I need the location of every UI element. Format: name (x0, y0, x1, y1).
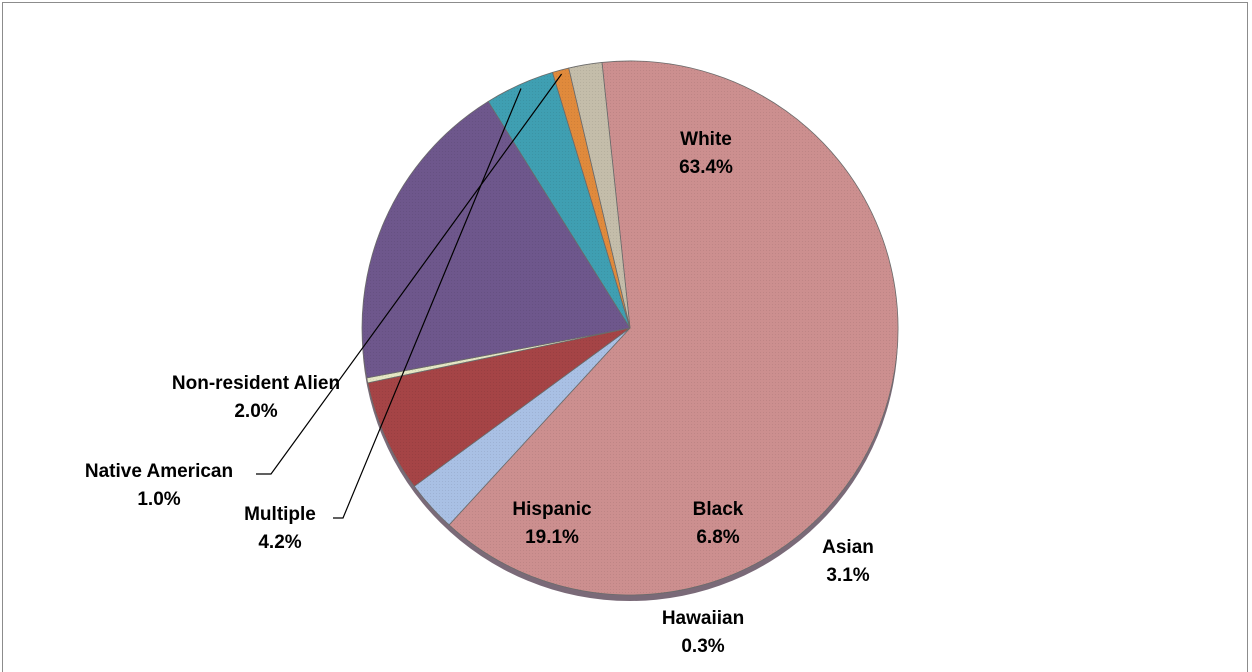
pie-slice-texture-asian (414, 328, 630, 525)
slice-label-value-white: 63.4% (679, 157, 733, 178)
pie-slice-texture-black (367, 328, 630, 487)
pie-slice-texture-native-american (552, 68, 630, 328)
slice-label-value-hispanic: 19.1% (525, 527, 579, 548)
leader-line-native-american (256, 73, 563, 475)
pie-slice-texture-white (449, 60, 898, 595)
pie-slice-texture-non-resident-alien (568, 62, 630, 329)
pie-slice-texture-hawaiian (366, 328, 630, 383)
slice-label-name-asian: Asian (822, 537, 874, 558)
slice-label-name-black: Black (693, 499, 744, 520)
slice-label-name-native-american: Native American (85, 461, 233, 482)
slice-label-name-hispanic: Hispanic (512, 499, 592, 520)
slice-label-value-multiple: 4.2% (258, 532, 301, 553)
slice-label-value-black: 6.8% (696, 527, 739, 548)
leader-line-multiple (333, 88, 522, 519)
pie-slice-texture-hispanic (361, 101, 630, 378)
slice-label-name-non-resident-alien: Non-resident Alien (172, 373, 340, 394)
slice-label-name-hawaiian: Hawaiian (662, 608, 744, 629)
slice-label-value-asian: 3.1% (826, 565, 869, 586)
slice-label-name-multiple: Multiple (244, 504, 316, 525)
slice-label-name-white: White (680, 129, 732, 150)
slice-label-value-hawaiian: 0.3% (681, 636, 724, 657)
slice-label-value-native-american: 1.0% (137, 489, 180, 510)
slice-label-value-non-resident-alien: 2.0% (234, 401, 277, 422)
pie-slice-texture-multiple (488, 72, 630, 328)
